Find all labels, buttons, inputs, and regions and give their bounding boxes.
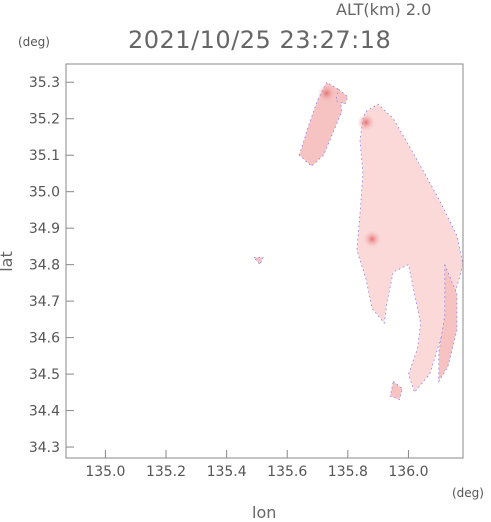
echo-region-north-strip — [298, 81, 343, 167]
echo-region-main-echo — [356, 103, 464, 394]
y-tick-label: 34.7 — [29, 294, 60, 310]
echo-cores — [317, 84, 382, 249]
x-axis-unit: (deg) — [452, 486, 484, 500]
echo-region-south-cell — [389, 380, 403, 401]
x-axis-label: lon — [252, 503, 277, 522]
y-tick-label: 35.2 — [29, 112, 60, 128]
echo-core-0 — [357, 113, 375, 132]
y-tick-label: 35.0 — [29, 185, 60, 201]
echo-region-west-speck — [253, 256, 264, 266]
x-tick-label: 135.8 — [328, 464, 368, 480]
x-ticks: 135.0 135.2 135.4 135.6 135.8 136.0 — [85, 450, 428, 480]
echo-core-1 — [317, 84, 336, 103]
x-tick-label: 135.0 — [85, 464, 125, 480]
echo-region-east-band — [438, 264, 458, 383]
y-tick-label: 34.4 — [29, 404, 60, 420]
altitude-label: ALT(km) 2.0 — [336, 0, 432, 19]
echo-regions — [253, 81, 464, 401]
y-tick-label: 35.1 — [29, 148, 60, 164]
chart-title-timestamp: 2021/10/25 23:27:18 — [128, 26, 392, 54]
y-tick-label: 35.3 — [29, 75, 60, 91]
y-tick-label: 34.8 — [29, 258, 60, 274]
y-tick-label: 34.5 — [29, 367, 60, 383]
x-tick-label: 135.4 — [207, 464, 247, 480]
y-ticks: 35.3 35.2 35.1 35.0 34.9 34.8 34.7 34.6 34.5 34.4… — [29, 75, 74, 456]
y-tick-label: 34.9 — [29, 221, 60, 237]
x-tick-label: 136.0 — [388, 464, 428, 480]
plot-frame — [65, 63, 464, 459]
echo-region-north-cell — [335, 88, 349, 105]
x-tick-label: 135.6 — [267, 464, 307, 480]
y-tick-label: 34.6 — [29, 331, 60, 347]
x-tick-label: 135.2 — [146, 464, 186, 480]
echo-core-2 — [363, 230, 382, 249]
y-tick-label: 34.3 — [29, 440, 60, 456]
y-axis-unit: (deg) — [18, 35, 50, 49]
